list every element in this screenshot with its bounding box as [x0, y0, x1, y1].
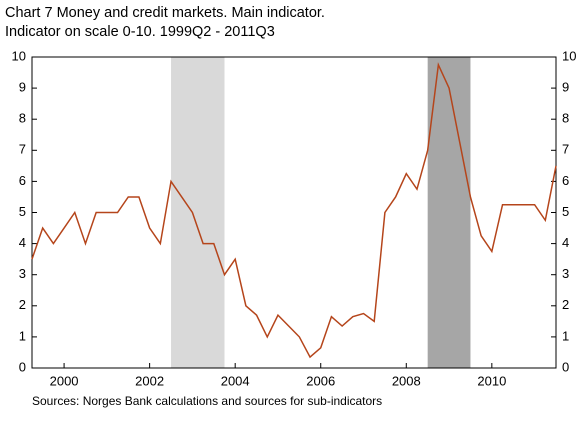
y2-tick-label: 8 — [562, 111, 569, 126]
x-tick-label: 2002 — [135, 373, 164, 388]
y-tick-label: 3 — [19, 266, 26, 281]
y-tick-label: 8 — [19, 111, 26, 126]
y2-tick-label: 10 — [562, 48, 576, 63]
x-tick-label: 2010 — [477, 373, 506, 388]
y2-tick-label: 2 — [562, 297, 569, 312]
chart-title: Chart 7 Money and credit markets. Main i… — [5, 5, 325, 21]
y2-tick-label: 0 — [562, 359, 569, 374]
y2-tick-label: 7 — [562, 142, 569, 157]
x-tick-label: 2004 — [221, 373, 250, 388]
y-tick-label: 1 — [19, 328, 26, 343]
plot-frame — [31, 56, 557, 369]
y2-tick-label: 3 — [562, 266, 569, 281]
chart-subtitle: Indicator on scale 0-10. 1999Q2 - 2011Q3 — [5, 24, 275, 40]
x-tick-label: 2006 — [306, 373, 335, 388]
y-tick-label: 0 — [19, 359, 26, 374]
y2-tick-label: 9 — [562, 80, 569, 95]
y-tick-label: 6 — [19, 173, 26, 188]
y-tick-label: 4 — [19, 235, 26, 250]
x-tick-label: 2008 — [392, 373, 421, 388]
y2-tick-label: 5 — [562, 204, 569, 219]
y2-tick-label: 4 — [562, 235, 569, 250]
y2-tick-label: 6 — [562, 173, 569, 188]
y-tick-label: 7 — [19, 142, 26, 157]
y-tick-label: 5 — [19, 204, 26, 219]
x-tick-label: 2000 — [50, 373, 79, 388]
y2-tick-label: 1 — [562, 328, 569, 343]
shaded-period — [427, 57, 471, 368]
shaded-period — [171, 57, 225, 368]
y-tick-label: 2 — [19, 297, 26, 312]
source-note: Sources: Norges Bank calculations and so… — [32, 394, 382, 408]
y-tick-label: 10 — [12, 48, 26, 63]
y-tick-label: 9 — [19, 80, 26, 95]
data-line — [31, 62, 557, 359]
